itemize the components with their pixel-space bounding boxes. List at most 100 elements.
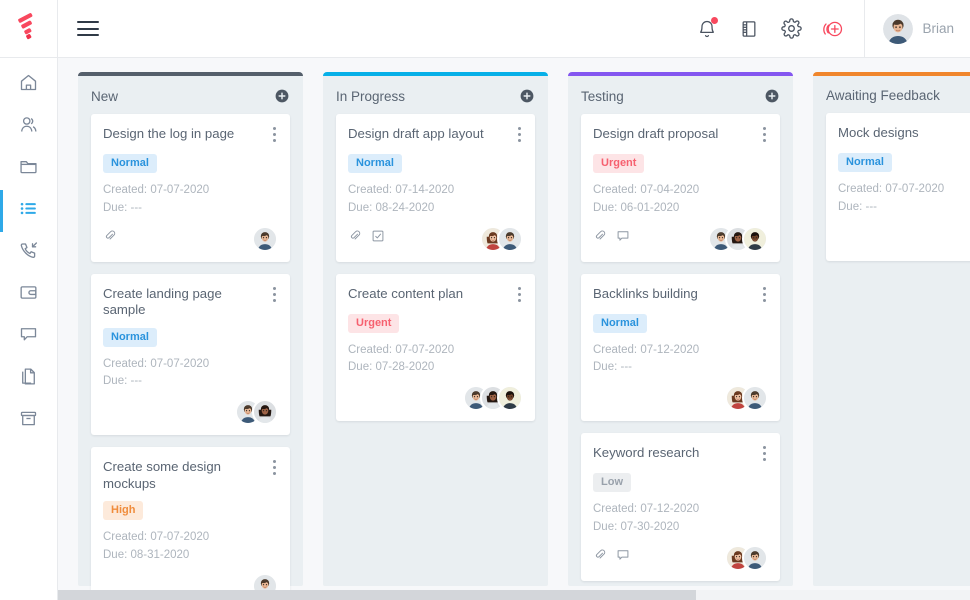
attachment-icon[interactable] (348, 229, 362, 248)
notebook-icon[interactable] (736, 16, 762, 42)
add-circle-icon[interactable] (820, 16, 846, 42)
priority-badge: Normal (103, 327, 157, 347)
card-menu-icon[interactable] (516, 286, 523, 305)
attachment-icon[interactable] (593, 548, 607, 567)
settings-gear-icon[interactable] (778, 16, 804, 42)
column-card-list: Design draft proposal Urgent Created: 07-0… (568, 114, 793, 581)
created-row: Created: 07-07-2020 (103, 182, 278, 200)
sidebar-item-tasks[interactable] (0, 190, 58, 232)
card-menu-icon[interactable] (761, 286, 768, 305)
created-value: 07-07-2020 (885, 183, 945, 195)
chat-icon (18, 324, 39, 350)
card-header: Design the log in page (103, 126, 278, 145)
add-card-button[interactable] (274, 88, 290, 104)
task-card[interactable]: Create landing page sample Normal Created:… (91, 273, 290, 436)
card-header: Design draft app layout (348, 126, 523, 145)
add-card-button[interactable] (519, 88, 535, 104)
card-menu-icon[interactable] (271, 286, 278, 305)
created-value: 07-12-2020 (640, 503, 700, 516)
checklist-icon[interactable] (371, 229, 385, 248)
horizontal-scrollbar[interactable] (58, 590, 970, 600)
task-card[interactable]: Create content plan Urgent Created: 07-07-… (336, 273, 535, 422)
column-header: Testing (568, 76, 793, 114)
assignee-avatar[interactable] (497, 385, 523, 412)
notifications-bell-icon[interactable] (694, 16, 720, 42)
sidebar-item-messages[interactable] (0, 324, 58, 350)
assignee-avatar[interactable] (252, 225, 278, 252)
assignee-avatar[interactable] (742, 544, 768, 571)
menu-toggle[interactable] (58, 0, 118, 58)
card-menu-icon[interactable] (271, 459, 278, 478)
card-footer (103, 399, 278, 426)
created-row: Created: 07-07-2020 (103, 529, 278, 547)
card-menu-icon[interactable] (761, 445, 768, 464)
card-meta: Created: 07-12-2020 Due: 07-30-2020 (593, 501, 768, 537)
user-name-label: Brian (922, 21, 954, 36)
sidebar-item-billing[interactable] (0, 282, 58, 308)
column-new: New Design the log in page Normal Created: … (78, 72, 303, 600)
assignee-avatar[interactable] (497, 225, 523, 252)
comment-icon[interactable] (616, 548, 630, 567)
created-value: 07-14-2020 (395, 184, 455, 196)
created-row: Created: 07-12-2020 (593, 501, 768, 519)
column-title: Testing (581, 88, 624, 104)
due-value: --- (130, 375, 143, 388)
assignee-avatar[interactable] (742, 385, 768, 412)
sidebar-nav (0, 58, 58, 600)
created-label: Created: (103, 531, 148, 544)
card-header: Create some design mockups (103, 459, 278, 492)
card-footer-icons (103, 229, 117, 248)
column-header: Awaiting Feedback (813, 76, 970, 113)
created-value: 07-07-2020 (395, 343, 455, 356)
priority-badge: Normal (348, 154, 402, 173)
created-label: Created: (593, 503, 638, 516)
card-footer (348, 385, 523, 412)
task-card[interactable]: Create some design mockups High Created: 0… (91, 447, 290, 600)
card-menu-icon[interactable] (516, 126, 523, 145)
horizontal-scrollbar-thumb[interactable] (58, 590, 697, 600)
sidebar-item-documents[interactable] (0, 366, 58, 392)
sidebar-item-files[interactable] (0, 156, 58, 182)
task-card[interactable]: Keyword research Low Created: 07-12-2020 Du… (581, 433, 780, 581)
due-label: Due: (593, 201, 618, 214)
assignee-avatars (480, 225, 523, 252)
sidebar-item-home[interactable] (0, 72, 58, 98)
due-row: Due: 07-30-2020 (593, 519, 768, 537)
created-label: Created: (348, 343, 393, 356)
assignee-avatar[interactable] (742, 225, 768, 252)
task-card[interactable]: Design the log in page Normal Created: 07-… (91, 114, 290, 262)
users-icon (18, 114, 39, 140)
card-title: Design the log in page (103, 126, 235, 141)
attachment-icon[interactable] (103, 229, 117, 248)
task-card[interactable]: Mock designs Normal Created: 07-07-2020 Due… (826, 113, 970, 261)
assignee-avatars (235, 399, 278, 426)
user-profile-button[interactable]: Brian (864, 0, 970, 58)
priority-badge: Normal (838, 153, 892, 172)
card-meta: Created: 07-07-2020 Due: --- (838, 181, 970, 217)
comment-icon[interactable] (616, 229, 630, 248)
attachment-icon[interactable] (593, 229, 607, 248)
task-card[interactable]: Backlinks building Normal Created: 07-12-2… (581, 273, 780, 422)
sidebar-item-contacts[interactable] (0, 114, 58, 140)
add-card-button[interactable] (764, 88, 780, 104)
created-value: 07-12-2020 (640, 343, 700, 356)
documents-icon (18, 366, 39, 392)
created-label: Created: (593, 184, 638, 196)
assignee-avatar[interactable] (252, 399, 278, 426)
hamburger-menu-icon[interactable] (77, 21, 99, 36)
due-row: Due: 07-28-2020 (348, 359, 523, 377)
created-value: 07-07-2020 (150, 357, 210, 370)
created-row: Created: 07-07-2020 (838, 181, 970, 199)
card-meta: Created: 07-12-2020 Due: --- (593, 342, 768, 378)
card-menu-icon[interactable] (761, 126, 768, 145)
task-card[interactable]: Design draft app layout Normal Created: 07… (336, 114, 535, 262)
sidebar-item-archive[interactable] (0, 408, 58, 434)
app-logo[interactable] (0, 0, 58, 58)
sidebar-item-calls[interactable] (0, 240, 58, 266)
column-awaiting-feedback: Awaiting Feedback Mock designs Normal Creat… (813, 72, 970, 586)
due-value: 06-01-2020 (620, 201, 680, 214)
card-title: Design draft proposal (593, 126, 719, 141)
task-card[interactable]: Design draft proposal Urgent Created: 07-0… (581, 114, 780, 262)
card-menu-icon[interactable] (271, 126, 278, 145)
due-value: --- (130, 201, 143, 214)
